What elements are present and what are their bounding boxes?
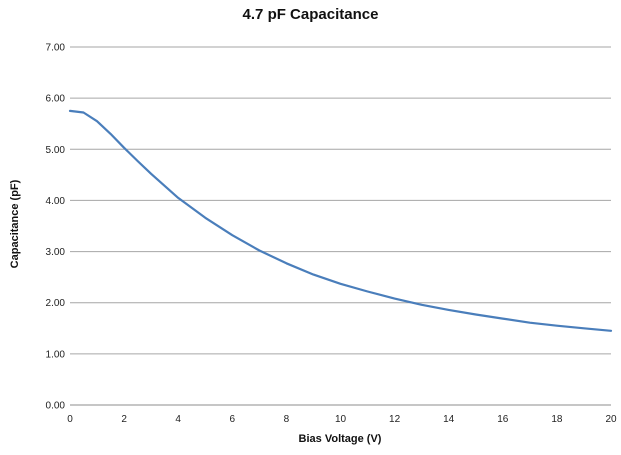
series-line <box>68 109 613 332</box>
y-tick-label: 5.00 <box>46 145 66 156</box>
x-tick-label: 6 <box>230 414 236 425</box>
y-tick-label: 2.00 <box>46 298 66 309</box>
y-tick-label: 6.00 <box>46 94 66 105</box>
y-tick-label: 3.00 <box>46 247 66 258</box>
x-tick-label: 2 <box>121 414 127 425</box>
x-tick-label: 8 <box>284 414 290 425</box>
y-tick-label: 4.00 <box>46 196 66 207</box>
x-tick-label: 18 <box>551 414 563 425</box>
chart-title: 4.7 pF Capacitance <box>242 6 379 23</box>
x-tick-label: 0 <box>67 414 73 425</box>
x-tick-label: 16 <box>497 414 509 425</box>
x-tick-label: 10 <box>335 414 347 425</box>
y-tick-label: 7.00 <box>46 43 66 54</box>
x-axis-label: Bias Voltage (V) <box>298 433 382 445</box>
y-tick-label: 0.00 <box>46 401 66 412</box>
y-tick-label: 1.00 <box>46 349 66 360</box>
x-tick-label: 20 <box>605 414 617 425</box>
x-tick-label: 4 <box>175 414 181 425</box>
x-tick-label: 14 <box>443 414 455 425</box>
x-tick-label: 12 <box>389 414 401 425</box>
